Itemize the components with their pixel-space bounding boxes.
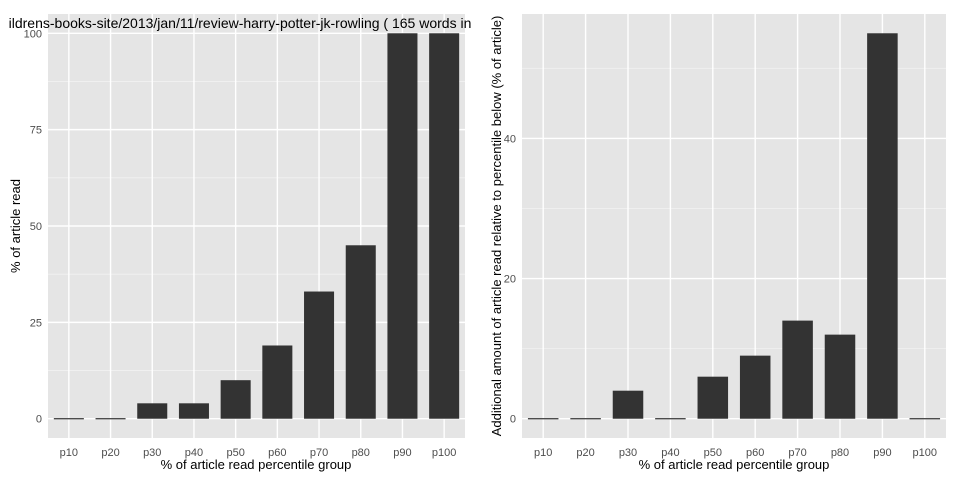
right-chart-bar-p10 bbox=[527, 418, 559, 420]
left-chart-y-tick-label: 25 bbox=[30, 317, 42, 329]
right-chart-x-tick-label: p60 bbox=[746, 447, 764, 459]
right-chart-x-tick-label: p80 bbox=[831, 447, 849, 459]
right-chart-y-tick-label: 20 bbox=[504, 274, 516, 286]
left-chart-y-axis-title: % of article read bbox=[8, 179, 23, 273]
right-chart-x-tick-label: p20 bbox=[576, 447, 594, 459]
left-chart-x-tick-label: p30 bbox=[143, 447, 161, 459]
right-chart-bar-p50 bbox=[697, 376, 729, 419]
left-chart-bar-p30 bbox=[137, 403, 168, 419]
right-chart-x-tick-label: p100 bbox=[913, 447, 937, 459]
right-chart-x-tick-label: p40 bbox=[661, 447, 679, 459]
left-chart-bar-p80 bbox=[345, 245, 376, 419]
left-chart-x-tick-label: p50 bbox=[226, 447, 244, 459]
left-chart-y-tick-label: 0 bbox=[36, 414, 42, 426]
right-chart-bar-p90 bbox=[867, 33, 898, 419]
right-chart-y-tick-label: 40 bbox=[504, 133, 516, 145]
right-chart-bar-p100 bbox=[909, 418, 941, 420]
left-chart-x-tick-label: p20 bbox=[101, 447, 119, 459]
right-chart-x-axis-title: % of article read percentile group bbox=[639, 457, 830, 472]
right-chart-bar-p40 bbox=[655, 418, 686, 420]
left-chart-bar-p40 bbox=[178, 403, 209, 419]
left-chart-x-tick-label: p90 bbox=[393, 447, 411, 459]
right-chart-x-tick-label: p70 bbox=[788, 447, 806, 459]
left-chart-x-tick-label: p10 bbox=[60, 447, 78, 459]
left-chart-bar-p100 bbox=[429, 33, 460, 419]
right-chart-y-axis-title: Additional amount of article read relati… bbox=[489, 16, 504, 437]
right-chart-bar-p70 bbox=[782, 320, 813, 419]
left-chart-title: ildrens-books-site/2013/jan/11/review-ha… bbox=[9, 15, 472, 31]
left-chart-bar-p10 bbox=[53, 418, 84, 420]
left-chart-y-tick-label: 100 bbox=[24, 28, 42, 40]
left-chart-x-tick-label: p70 bbox=[310, 447, 328, 459]
left-chart-x-tick-label: p100 bbox=[432, 447, 456, 459]
left-chart-x-axis-title: % of article read percentile group bbox=[161, 457, 352, 472]
left-chart-bar-p60 bbox=[262, 345, 293, 419]
left-chart-x-tick-label: p80 bbox=[352, 447, 370, 459]
right-chart-x-tick-label: p30 bbox=[619, 447, 637, 459]
left-chart-bar-p20 bbox=[95, 418, 126, 420]
left-chart-x-tick-labels: p10 p20 p30 p40 p50 p60 p70 p80 p90 p100 bbox=[60, 447, 457, 459]
right-chart-y-tick-labels: 0 20 40 bbox=[504, 133, 516, 425]
right-chart-bar-p20 bbox=[570, 418, 601, 420]
right-chart-bar-p30 bbox=[612, 390, 644, 419]
left-chart-bar-p70 bbox=[304, 291, 335, 419]
left-chart-x-tick-label: p60 bbox=[268, 447, 286, 459]
right-chart-bars bbox=[527, 33, 941, 420]
right-chart-x-tick-labels: p10 p20 p30 p40 p50 p60 p70 p80 p90 p100 bbox=[534, 447, 937, 459]
right-chart-x-tick-label: p50 bbox=[704, 447, 722, 459]
left-chart-y-tick-label: 50 bbox=[30, 221, 42, 233]
right-chart-x-tick-label: p90 bbox=[873, 447, 891, 459]
right-chart: 0 20 40 p10 p20 p30 p40 p50 p60 p70 p80 p90 p100 % … bbox=[489, 14, 946, 472]
right-chart-bar-p60 bbox=[739, 355, 771, 419]
left-chart-x-tick-label: p40 bbox=[185, 447, 203, 459]
right-chart-bar-p80 bbox=[824, 334, 856, 419]
right-chart-y-tick-label: 0 bbox=[510, 414, 516, 426]
right-chart-x-tick-label: p10 bbox=[534, 447, 552, 459]
left-chart-bar-p90 bbox=[387, 33, 418, 419]
left-chart-bars bbox=[53, 33, 460, 420]
left-chart-y-tick-label: 75 bbox=[30, 125, 42, 137]
left-chart-y-tick-labels: 0 25 50 75 100 bbox=[24, 28, 42, 425]
left-chart-bar-p50 bbox=[220, 380, 251, 419]
